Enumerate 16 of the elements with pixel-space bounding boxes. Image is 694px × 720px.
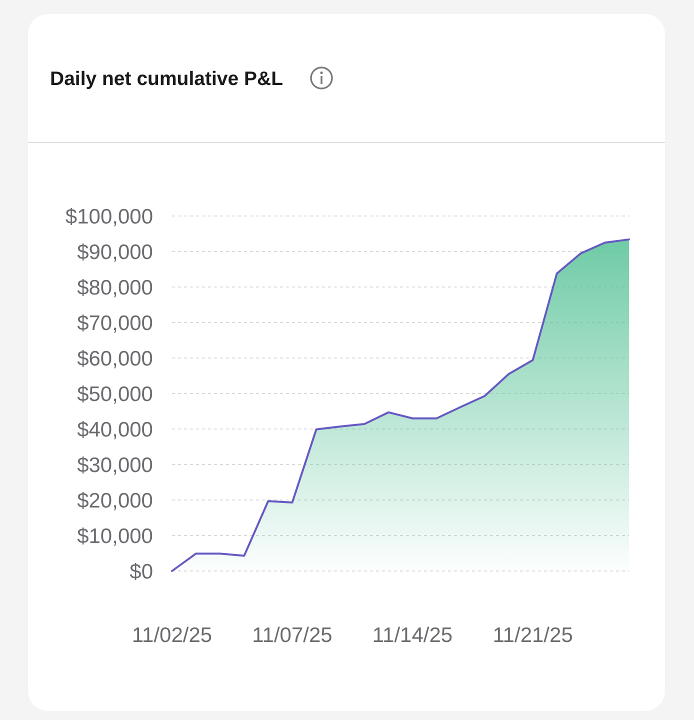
y-tick-label: $70,000 xyxy=(77,312,153,335)
x-tick-label: 11/21/25 xyxy=(492,624,573,647)
y-tick-label: $90,000 xyxy=(77,240,153,264)
y-tick-label: $40,000 xyxy=(77,418,153,442)
y-tick-label: $100,000 xyxy=(65,205,153,228)
y-tick-label: $30,000 xyxy=(77,454,153,477)
y-tick-label: $80,000 xyxy=(77,276,153,300)
y-tick-label: $10,000 xyxy=(77,524,153,548)
x-tick-label: 11/07/25 xyxy=(252,624,332,647)
y-tick-label: $0 xyxy=(130,560,153,584)
x-tick-label: 11/02/25 xyxy=(132,624,212,647)
x-tick-label: 11/14/25 xyxy=(372,624,453,647)
y-tick-label: $50,000 xyxy=(77,382,153,406)
y-tick-label: $20,000 xyxy=(77,489,153,512)
y-tick-label: $60,000 xyxy=(77,347,153,370)
chart-title: Daily net cumulative P&L xyxy=(50,68,284,90)
